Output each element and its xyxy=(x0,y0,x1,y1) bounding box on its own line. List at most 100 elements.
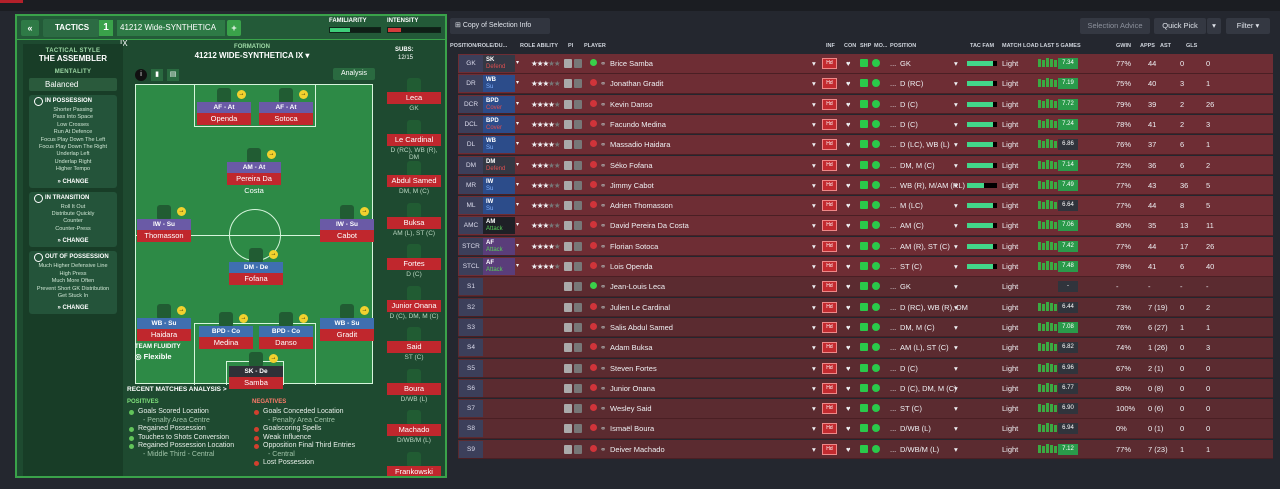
player-instructions-icon[interactable] xyxy=(574,322,582,332)
column-header[interactable]: PLAYER xyxy=(584,43,606,49)
player-dropdown-icon[interactable]: ▾ xyxy=(812,180,816,190)
player-instructions-icon[interactable] xyxy=(564,79,572,89)
player-instructions-icon[interactable] xyxy=(564,59,572,68)
table-row[interactable]: MR IW Su ▾ ★★★★★ ⚭ Jimmy Cabot ▾ Hd ♥... WB (R), M… xyxy=(458,175,1273,196)
player-name[interactable]: Jimmy Cabot xyxy=(610,180,654,190)
player-instructions-icon[interactable] xyxy=(574,160,582,170)
player-name[interactable]: Cabot xyxy=(320,230,374,242)
player-name[interactable]: Danso xyxy=(259,337,313,349)
positions-dropdown-icon[interactable]: ▾ xyxy=(954,343,958,353)
player-instructions-icon[interactable] xyxy=(564,343,572,353)
column-header[interactable]: TAC FAM xyxy=(970,43,995,49)
column-header[interactable]: CON xyxy=(844,43,857,49)
player-instructions-icon[interactable] xyxy=(574,302,582,312)
player-name[interactable]: Ismaël Boura xyxy=(610,424,655,434)
column-header[interactable]: GWIN xyxy=(1116,43,1131,49)
positions-dropdown-icon[interactable]: ▾ xyxy=(954,160,958,170)
role-cell[interactable]: WB Su xyxy=(483,136,515,154)
player-instructions-icon[interactable] xyxy=(564,424,572,434)
table-row[interactable]: S1 ⚭ Jean-Louis Leca ▾ Hd ♥... GK ▾ Light - - - - - xyxy=(458,277,1273,297)
positions-dropdown-icon[interactable]: ▾ xyxy=(954,282,958,292)
mentality-dropdown[interactable]: Balanced xyxy=(29,78,117,91)
analysis-button[interactable]: Analysis xyxy=(333,68,375,80)
player-role[interactable]: SK - De xyxy=(229,366,283,377)
player-name[interactable]: Pereira Da Costa xyxy=(227,173,281,195)
player-role[interactable]: AM - At xyxy=(227,162,281,173)
player-instructions-icon[interactable] xyxy=(574,79,582,89)
role-cell[interactable]: BPD Cover xyxy=(483,115,515,133)
player-instructions-icon[interactable] xyxy=(574,383,582,393)
player-instructions-icon[interactable] xyxy=(564,221,572,231)
table-row[interactable]: S8 ⚭ Ismaël Boura ▾ Hd ♥... D/WB (L) ▾ Light 6.94… xyxy=(458,419,1273,439)
formation-dropdown[interactable]: 41212 WIDE-SYNTHETICA IX ▾ xyxy=(194,51,310,60)
player-name[interactable]: Facundo Medina xyxy=(610,119,666,129)
column-header[interactable]: POSITION xyxy=(890,43,917,49)
player-name[interactable]: Adam Buksa xyxy=(610,343,653,353)
player-instructions-icon[interactable] xyxy=(564,383,572,393)
player-dropdown-icon[interactable]: ▾ xyxy=(812,302,816,312)
role-cell[interactable]: AF Attack xyxy=(483,258,515,275)
column-header[interactable]: POSITION/ROLE/DU... xyxy=(450,43,508,49)
table-row[interactable]: DCR BPD Cover ▾ ★★★★★ ⚭ Kevin Danso ▾ Hd ♥... D (C… xyxy=(458,94,1273,115)
player-dropdown-icon[interactable]: ▾ xyxy=(812,363,816,373)
positions-dropdown-icon[interactable]: ▾ xyxy=(954,444,958,454)
player-name[interactable]: Julien Le Cardinal xyxy=(610,302,671,312)
player-role[interactable]: AF - At xyxy=(197,102,251,113)
player-instructions-icon[interactable] xyxy=(574,201,582,211)
player-role[interactable]: WB - Su xyxy=(320,318,374,329)
player-name[interactable]: Junior Onana xyxy=(610,383,656,393)
sub-name[interactable]: Leca xyxy=(387,92,441,104)
positions-dropdown-icon[interactable]: ▾ xyxy=(954,262,958,271)
table-row[interactable]: S2 ⚭ Julien Le Cardinal ▾ Hd ♥... D (RC), WB (… xyxy=(458,297,1273,318)
player-instructions-icon[interactable] xyxy=(574,180,582,190)
player-instructions-icon[interactable] xyxy=(574,262,582,271)
in-transition-change-button[interactable]: » CHANGE xyxy=(57,238,89,245)
positions-dropdown-icon[interactable]: ▾ xyxy=(954,363,958,373)
collapse-button[interactable]: « xyxy=(21,20,39,36)
player-dropdown-icon[interactable]: ▾ xyxy=(812,322,816,332)
player-role[interactable]: AF - At xyxy=(259,102,313,113)
player-name[interactable]: Lois Openda xyxy=(610,262,653,271)
player-instructions-icon[interactable] xyxy=(574,424,582,434)
player-name[interactable]: Gradit xyxy=(320,329,374,341)
role-dropdown-icon[interactable]: ▾ xyxy=(516,80,520,87)
positions-dropdown-icon[interactable]: ▾ xyxy=(954,383,958,393)
tactic-name-dropdown[interactable]: 41212 Wide-SYNTHETICA IX xyxy=(117,20,225,48)
tactic-slot[interactable]: 1 xyxy=(99,20,113,36)
role-dropdown-icon[interactable]: ▾ xyxy=(516,161,520,168)
pitch-player[interactable]: SK - De Samba xyxy=(229,366,283,389)
sub-player[interactable]: Abdul Samed DM, M (C) xyxy=(387,161,441,195)
column-header[interactable]: INF xyxy=(826,43,835,49)
table-row[interactable]: S4 ⚭ Adam Buksa ▾ Hd ♥... AM (L), ST (C) ▾ Light… xyxy=(458,338,1273,358)
positions-dropdown-icon[interactable]: ▾ xyxy=(954,201,958,211)
player-name[interactable]: Sotoca xyxy=(259,113,313,125)
sub-player[interactable]: Boura D/WB (L) xyxy=(387,368,441,403)
player-instructions-icon[interactable] xyxy=(574,119,582,129)
column-header[interactable]: ROLE ABILITY xyxy=(520,43,558,49)
table-row[interactable]: S3 ⚭ Salis Abdul Samed ▾ Hd ♥... DM, M (C) ▾ Lig… xyxy=(458,317,1273,338)
player-name[interactable]: Kevin Danso xyxy=(610,99,653,109)
role-dropdown-icon[interactable]: ▾ xyxy=(516,120,520,127)
quick-pick-button[interactable]: Quick Pick xyxy=(1154,18,1206,34)
role-cell[interactable]: IW Su xyxy=(483,176,515,194)
player-name[interactable]: Fofana xyxy=(229,273,283,285)
out-of-possession-change-button[interactable]: » CHANGE xyxy=(57,305,89,312)
info-icon[interactable]: i xyxy=(135,69,147,81)
column-header[interactable]: GLS xyxy=(1186,43,1198,49)
player-dropdown-icon[interactable]: ▾ xyxy=(812,404,816,414)
player-name[interactable]: Deiver Machado xyxy=(610,444,665,454)
column-header[interactable]: SHP xyxy=(860,43,872,49)
positions-dropdown-icon[interactable]: ▾ xyxy=(954,221,958,231)
column-header[interactable]: PI xyxy=(568,43,574,49)
player-dropdown-icon[interactable]: ▾ xyxy=(812,140,816,150)
sub-name[interactable]: Abdul Samed xyxy=(387,175,441,187)
pitch-player[interactable]: AF - At Sotoca xyxy=(259,102,313,125)
sub-player[interactable]: Junior Onana D (C), DM, M (C) xyxy=(387,285,441,320)
player-instructions-icon[interactable] xyxy=(574,59,582,68)
player-instructions-icon[interactable] xyxy=(574,282,582,292)
role-cell[interactable]: IW Su xyxy=(483,197,515,215)
sub-name[interactable]: Le Cardinal xyxy=(387,133,441,146)
table-row[interactable]: S7 ⚭ Wesley Said ▾ Hd ♥... ST (C) ▾ Light 6.90 100… xyxy=(458,399,1273,419)
pitch-player[interactable]: WB - Su Haidara xyxy=(137,318,191,341)
player-name[interactable]: Salis Abdul Samed xyxy=(610,322,673,332)
